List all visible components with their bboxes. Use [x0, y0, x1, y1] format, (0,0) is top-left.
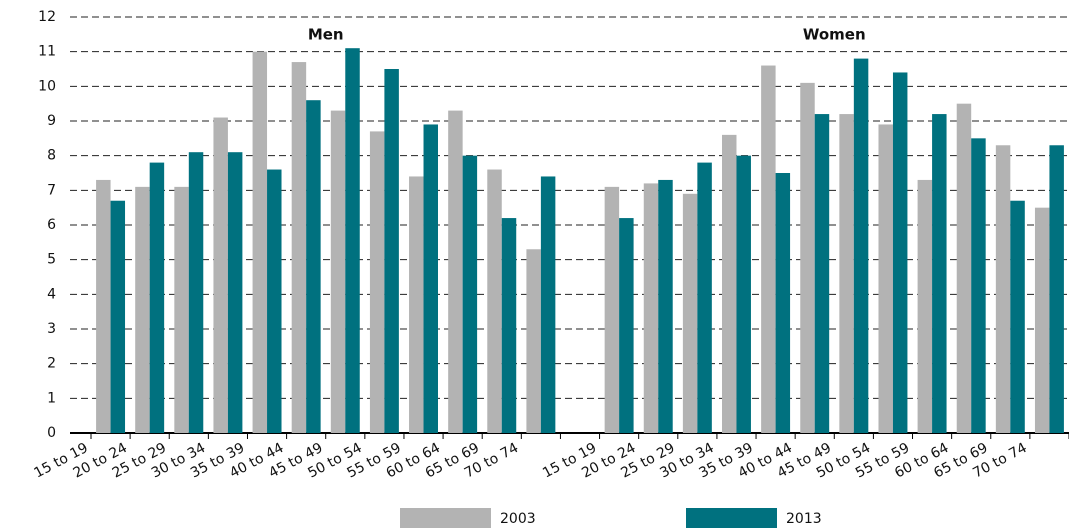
bar — [775, 173, 791, 433]
bar — [761, 65, 776, 434]
bar — [892, 72, 908, 433]
bar — [252, 51, 268, 434]
panel-title: Women — [803, 26, 866, 44]
y-tick-label: 7 — [47, 182, 56, 198]
bar — [956, 103, 972, 434]
y-tick-label: 6 — [47, 217, 56, 233]
legend-swatch — [400, 508, 491, 528]
bar — [369, 131, 385, 433]
bar — [149, 162, 165, 433]
bar — [995, 145, 1011, 433]
bar — [291, 62, 307, 434]
bar — [1049, 145, 1064, 433]
y-tick-label: 2 — [47, 356, 56, 372]
bar — [448, 110, 463, 433]
bar — [487, 169, 502, 434]
legend-swatch — [686, 508, 777, 528]
y-tick-label: 11 — [38, 44, 56, 60]
y-tick-label: 1 — [47, 390, 56, 406]
y-tick-label: 4 — [47, 286, 56, 302]
bar — [330, 110, 346, 433]
bar — [682, 193, 698, 433]
panel-title: Men — [308, 26, 344, 44]
y-tick-label: 0 — [47, 425, 56, 441]
bar — [643, 183, 659, 433]
legend-label: 2013 — [786, 511, 822, 527]
bar — [878, 124, 893, 433]
bar — [1034, 207, 1050, 433]
bar — [345, 48, 360, 433]
bar — [462, 155, 478, 433]
bar — [658, 179, 673, 433]
bar — [697, 162, 712, 433]
bar — [135, 186, 150, 433]
y-tick-label: 8 — [47, 148, 56, 164]
y-tick-label: 5 — [47, 252, 56, 268]
bar — [917, 179, 933, 433]
legend-label: 2003 — [500, 511, 536, 527]
bar — [971, 138, 986, 434]
bar — [384, 69, 399, 433]
bar — [1010, 200, 1025, 433]
bar — [306, 100, 321, 433]
bar — [213, 117, 228, 434]
bar — [604, 186, 620, 433]
bar — [409, 176, 424, 433]
bar — [722, 134, 737, 433]
y-tick-label: 10 — [38, 78, 56, 94]
bar — [174, 186, 189, 433]
y-tick-label: 3 — [47, 321, 56, 337]
bar — [96, 179, 111, 433]
bar — [501, 218, 517, 433]
bar — [540, 176, 556, 433]
bar — [526, 249, 541, 433]
bar — [932, 114, 947, 434]
bar — [267, 169, 282, 434]
y-tick-label: 12 — [38, 9, 56, 25]
bar — [736, 155, 751, 433]
bar — [227, 152, 243, 433]
bar — [188, 152, 204, 433]
y-tick-label: 9 — [47, 113, 56, 129]
bar — [839, 114, 854, 434]
bar — [110, 200, 126, 433]
bar — [853, 58, 869, 433]
bar — [619, 218, 634, 433]
bar — [800, 82, 815, 433]
bar — [423, 124, 438, 433]
bar — [814, 114, 830, 434]
